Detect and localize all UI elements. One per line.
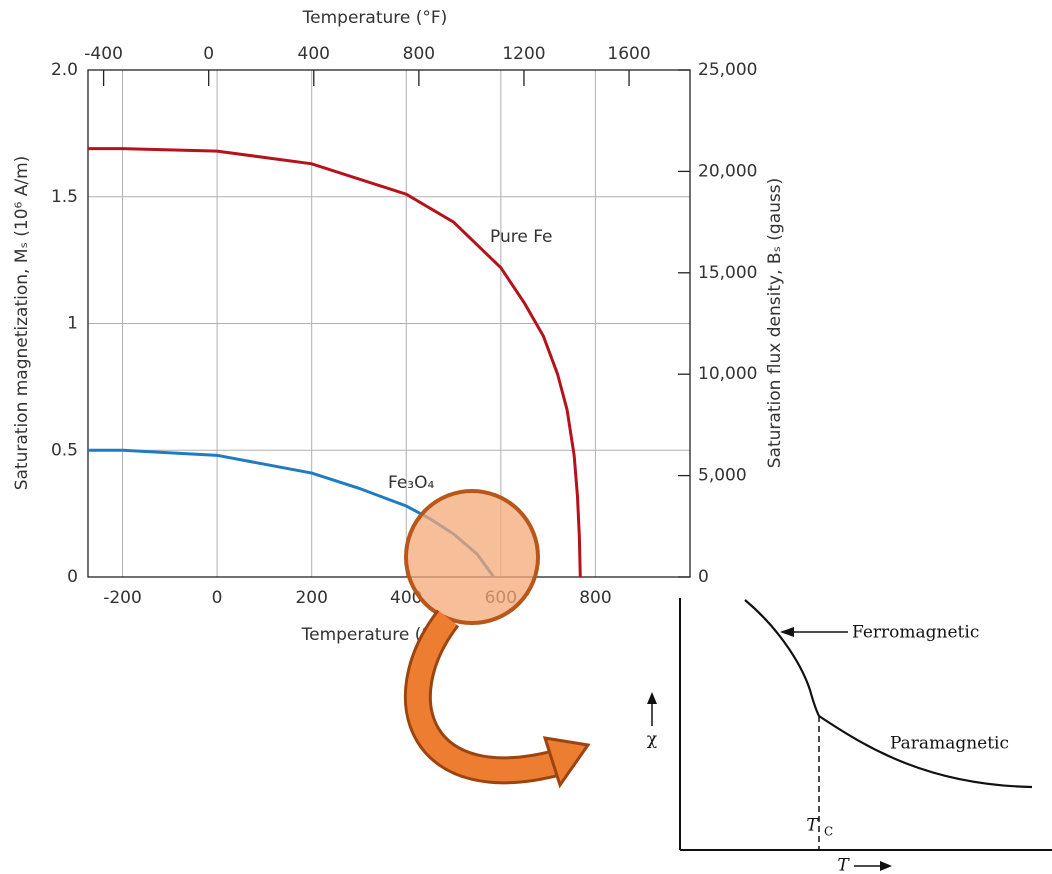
x2-tick-label: 400	[298, 44, 330, 64]
page: {"chart_data": {"type": "line", "x_label…	[0, 0, 1052, 874]
series-label: Pure Fe	[490, 227, 553, 247]
inset-x-label: T	[837, 856, 850, 874]
x-tick-label: 800	[579, 588, 611, 608]
y-tick-label: 1.5	[51, 187, 78, 207]
y2-tick-label: 25,000	[698, 60, 757, 80]
x-tick-label: 200	[295, 588, 327, 608]
x2-tick-label: 0	[203, 44, 214, 64]
y-tick-label: 1	[67, 314, 78, 334]
highlight-circle	[406, 491, 538, 623]
series-label: Fe₃O₄	[388, 473, 435, 493]
y2-tick-label: 15,000	[698, 263, 757, 283]
tc-sub-label: C	[824, 825, 833, 839]
inset-y-label: χ	[647, 730, 657, 750]
y-tick-label: 0	[67, 567, 78, 587]
x2-axis-title: Temperature (°F)	[302, 8, 448, 28]
y-tick-label: 0.5	[51, 440, 78, 460]
ferro-curve	[745, 600, 819, 716]
x2-tick-label: 1200	[502, 44, 545, 64]
plot-area: -200020040060080000.511.52.0-40004008001…	[51, 44, 758, 608]
y2-tick-label: 0	[698, 567, 709, 587]
chart: Temperature (°F) Temperature (°C) Satura…	[0, 0, 1052, 874]
y2-tick-label: 20,000	[698, 161, 757, 181]
para-label: Paramagnetic	[890, 734, 1009, 754]
x2-tick-label: 1600	[607, 44, 650, 64]
y-tick-label: 2.0	[51, 60, 78, 80]
x-tick-label: -200	[103, 588, 142, 608]
x2-tick-label: -400	[84, 44, 123, 64]
x2-tick-label: 800	[403, 44, 435, 64]
y2-tick-label: 10,000	[698, 364, 757, 384]
tc-label: T	[806, 816, 819, 836]
y-axis-title: Saturation magnetization, Mₛ (10⁶ A/m)	[12, 156, 32, 491]
x-tick-label: 0	[212, 588, 223, 608]
y2-tick-label: 5,000	[698, 466, 747, 486]
ferro-label: Ferromagnetic	[852, 623, 979, 643]
inset-diagram: Ferromagnetic Paramagnetic χ T C T	[647, 598, 1052, 874]
chi-arrow-head	[647, 692, 657, 704]
arrow-body	[418, 618, 560, 770]
t-arrow-head	[880, 861, 892, 871]
ferro-pointer-head	[780, 627, 794, 637]
y2-axis-title: Saturation flux density, Bₛ (gauss)	[765, 178, 785, 468]
